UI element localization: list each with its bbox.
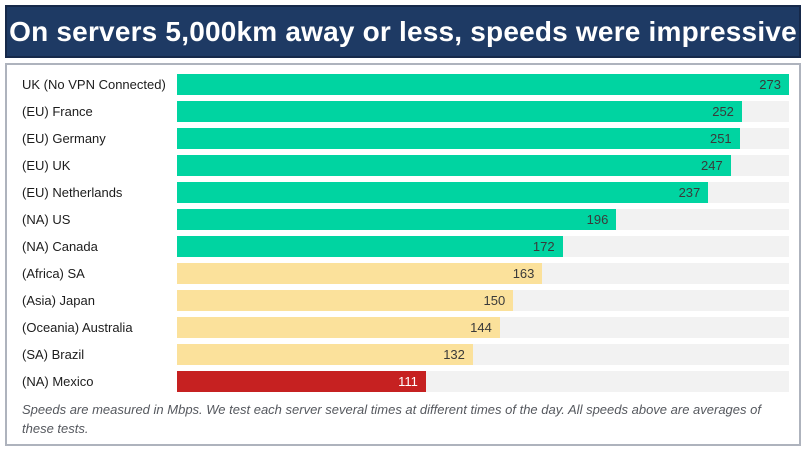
bar: 111 [177,371,426,392]
bar-track: 251 [177,128,789,149]
category-label: (Asia) Japan [22,293,95,308]
bar-track: 144 [177,317,789,338]
category-label: (EU) UK [22,158,71,173]
chart-title-banner: On servers 5,000km away or less, speeds … [5,5,801,58]
bar-value-label: 132 [443,347,465,362]
bar: 150 [177,290,514,311]
bar: 237 [177,182,709,203]
bar-value-label: 247 [701,158,723,173]
chart-row: (EU) UK 247 [17,155,789,176]
chart-row: (Africa) SA 163 [17,263,789,284]
chart-footnote: Speeds are measured in Mbps. We test eac… [22,402,761,436]
bar-track: 163 [177,263,789,284]
category-label: (NA) US [22,212,71,227]
category-label: (EU) France [22,104,93,119]
category-label: (Africa) SA [22,266,85,281]
chart-panel: UK (No VPN Connected) 273 (EU) France 252 (E… [5,63,801,446]
bar-value-label: 163 [512,266,535,281]
category-label: (EU) Netherlands [22,185,123,200]
category-label: (NA) Canada [22,239,98,254]
bar: 247 [177,155,731,176]
chart-row: (Asia) Japan 150 [17,290,789,311]
bar-track: 150 [177,290,789,311]
chart-row: (SA) Brazil 132 [17,344,789,365]
chart-row: (NA) Mexico 111 [17,371,789,392]
bar-track: 252 [177,101,789,122]
category-label: (SA) Brazil [22,347,85,362]
category-label: (Oceania) Australia [22,320,133,335]
bar-value-label: 150 [483,293,506,308]
bar: 196 [177,209,617,230]
bar-value-label: 111 [398,374,418,389]
bar-value-label: 251 [709,131,732,146]
chart-row: (EU) Germany 251 [17,128,789,149]
bar: 172 [177,236,563,257]
chart-title: On servers 5,000km away or less, speeds … [9,15,797,47]
chart-row: (Oceania) Australia 144 [17,317,789,338]
bar: 252 [177,101,742,122]
bar-track: 111 [177,371,789,392]
chart-row: (NA) US 196 [17,209,789,230]
bar: 273 [177,74,789,95]
bar-track: 172 [177,236,789,257]
bar-value-label: 196 [586,212,609,227]
chart-row: (NA) Canada 172 [17,236,789,257]
bar-value-label: 144 [470,320,492,335]
bar-track: 196 [177,209,789,230]
category-label: UK (No VPN Connected) [22,77,166,92]
bar: 144 [177,317,500,338]
category-label: (EU) Germany [22,131,106,146]
chart-row: (EU) France 252 [17,101,789,122]
bar: 132 [177,344,473,365]
chart-row: (EU) Netherlands 237 [17,182,789,203]
bar-value-label: 273 [759,77,781,92]
bar-track: 247 [177,155,789,176]
bar-chart: UK (No VPN Connected) 273 (EU) France 252 (E… [17,74,789,392]
bar-value-label: 172 [532,239,555,254]
bar-track: 132 [177,344,789,365]
bar-track: 273 [177,74,789,95]
bar-value-label: 237 [678,185,701,200]
bar-value-label: 252 [712,104,734,119]
chart-row: UK (No VPN Connected) 273 [17,74,789,95]
bar-track: 237 [177,182,789,203]
bar: 163 [177,263,543,284]
category-label: (NA) Mexico [22,374,94,389]
bar: 251 [177,128,740,149]
